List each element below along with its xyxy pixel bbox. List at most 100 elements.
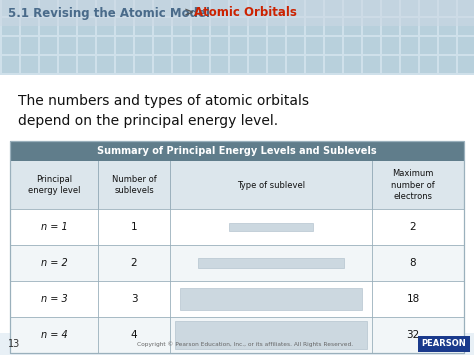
Bar <box>249 0 266 16</box>
Text: The numbers and types of atomic orbitals: The numbers and types of atomic orbitals <box>18 94 309 108</box>
Bar <box>420 37 437 54</box>
Bar <box>21 37 38 54</box>
Bar <box>0 0 474 26</box>
Text: Maximum
number of
electrons: Maximum number of electrons <box>391 169 435 201</box>
Text: n = 4: n = 4 <box>41 330 67 340</box>
Bar <box>287 0 304 16</box>
Bar <box>439 37 456 54</box>
Bar <box>135 18 152 35</box>
Bar <box>458 18 474 35</box>
Bar <box>97 37 114 54</box>
Bar <box>192 37 209 54</box>
Bar <box>211 18 228 35</box>
Bar <box>249 56 266 73</box>
Bar <box>344 37 361 54</box>
Bar <box>382 37 399 54</box>
Bar <box>59 0 76 16</box>
Bar <box>173 56 190 73</box>
Text: n = 3: n = 3 <box>41 294 67 304</box>
Bar <box>40 56 57 73</box>
Bar <box>439 0 456 16</box>
Bar <box>21 18 38 35</box>
Bar <box>230 18 247 35</box>
Bar <box>59 56 76 73</box>
Text: n = 1: n = 1 <box>41 222 67 232</box>
Text: Number of
sublevels: Number of sublevels <box>111 175 156 195</box>
Bar <box>10 209 464 245</box>
Bar <box>458 37 474 54</box>
Bar <box>116 56 133 73</box>
Bar <box>344 18 361 35</box>
Bar <box>97 56 114 73</box>
Bar <box>439 18 456 35</box>
Bar <box>154 18 171 35</box>
Bar <box>192 18 209 35</box>
Bar <box>116 0 133 16</box>
Bar <box>116 37 133 54</box>
Bar <box>78 37 95 54</box>
Bar <box>0 0 474 75</box>
Bar <box>0 333 474 355</box>
Bar <box>97 0 114 16</box>
Text: PEARSON: PEARSON <box>422 339 466 349</box>
Bar <box>192 56 209 73</box>
Bar <box>344 56 361 73</box>
Bar <box>10 317 464 353</box>
Bar <box>401 56 418 73</box>
Text: 18: 18 <box>406 294 419 304</box>
Bar <box>78 56 95 73</box>
Bar <box>2 0 19 16</box>
Bar <box>382 56 399 73</box>
Text: 13: 13 <box>8 339 20 349</box>
Bar <box>211 0 228 16</box>
Bar <box>418 336 470 352</box>
Bar <box>10 141 464 353</box>
Bar <box>192 0 209 16</box>
Bar <box>458 0 474 16</box>
Bar <box>306 37 323 54</box>
Bar <box>154 37 171 54</box>
Bar <box>382 0 399 16</box>
Text: Atomic Orbitals: Atomic Orbitals <box>194 6 297 20</box>
Bar <box>2 56 19 73</box>
Bar <box>97 18 114 35</box>
Bar <box>135 56 152 73</box>
Bar <box>211 37 228 54</box>
Bar <box>0 75 474 333</box>
Bar <box>249 18 266 35</box>
Bar <box>0 75 474 355</box>
Bar <box>268 18 285 35</box>
Text: n = 2: n = 2 <box>41 258 67 268</box>
Bar <box>325 0 342 16</box>
Bar <box>135 37 152 54</box>
Bar <box>420 18 437 35</box>
Bar <box>10 281 464 317</box>
Bar <box>363 18 380 35</box>
Bar <box>439 56 456 73</box>
Bar <box>211 56 228 73</box>
Bar <box>363 37 380 54</box>
Text: 8: 8 <box>410 258 416 268</box>
Bar <box>363 0 380 16</box>
Bar <box>40 0 57 16</box>
Bar <box>287 18 304 35</box>
Bar <box>306 0 323 16</box>
Text: 32: 32 <box>406 330 419 340</box>
Bar <box>173 0 190 16</box>
Bar <box>420 0 437 16</box>
Bar <box>325 18 342 35</box>
Text: 1: 1 <box>131 222 137 232</box>
Bar <box>230 37 247 54</box>
Bar <box>344 0 361 16</box>
Bar <box>135 0 152 16</box>
Bar <box>228 223 313 231</box>
Bar <box>40 18 57 35</box>
Bar <box>175 321 367 349</box>
Text: 4: 4 <box>131 330 137 340</box>
Bar <box>401 18 418 35</box>
Text: >: > <box>180 6 198 20</box>
Bar <box>382 18 399 35</box>
Bar <box>249 37 266 54</box>
Text: Principal
energy level: Principal energy level <box>28 175 80 195</box>
Bar <box>2 37 19 54</box>
